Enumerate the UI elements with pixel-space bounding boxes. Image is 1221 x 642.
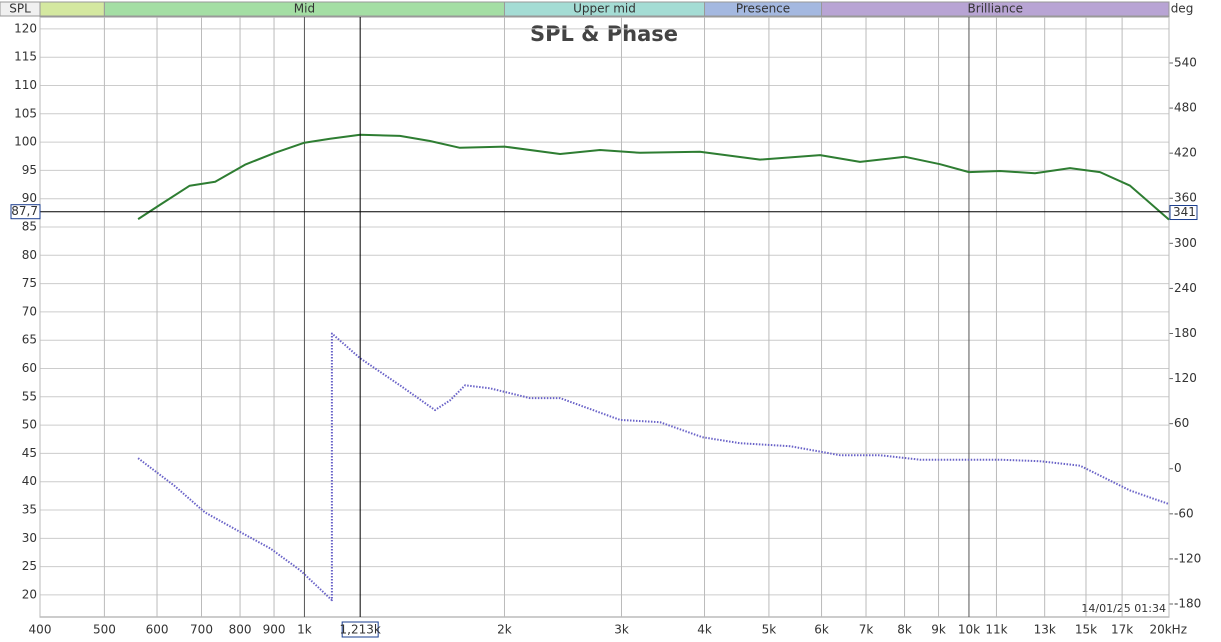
y-tick-label: 105 <box>14 106 37 120</box>
x-tick-label: 13k <box>1034 623 1056 637</box>
chart-title: SPL & Phase <box>530 22 678 46</box>
y2-tick-label: 120 <box>1174 371 1197 385</box>
x-tick-label: 10k <box>958 623 980 637</box>
cursor-y2-box <box>1169 205 1198 221</box>
y2-tick-label: 420 <box>1174 146 1197 160</box>
y-axis-label: SPL <box>9 2 31 16</box>
y-tick-label: 35 <box>22 503 37 517</box>
y-tick-label: 90 <box>22 191 37 205</box>
x-tick-label: 2k <box>497 623 512 637</box>
x-tick-label: 600 <box>146 623 169 637</box>
x-tick-label: 5k <box>762 623 777 637</box>
y-tick-label: 120 <box>14 21 37 35</box>
timestamp: 14/01/25 01:34 <box>1081 602 1166 615</box>
x-tick-label: 11k <box>985 623 1007 637</box>
y2-tick-label: 360 <box>1174 191 1197 205</box>
y-tick-label: 75 <box>22 276 37 290</box>
y-tick-label: 25 <box>22 559 37 573</box>
cursor-y-label: 87,7 <box>11 204 38 218</box>
x-tick-label: 15k <box>1075 623 1097 637</box>
x-tick-label: 400 <box>29 623 52 637</box>
x-tick-label: 20kHz <box>1149 623 1187 637</box>
y2-tick-label: 540 <box>1174 55 1197 69</box>
y2-tick-label: -60 <box>1174 506 1194 520</box>
x-tick-label: 8k <box>897 623 912 637</box>
x-tick-label: 6k <box>814 623 829 637</box>
series-line <box>137 332 1170 602</box>
y2-tick-label: 60 <box>1174 416 1189 430</box>
x-tick-label: 4k <box>697 623 712 637</box>
cursor-x-box <box>341 621 379 638</box>
y-tick-label: 55 <box>22 389 37 403</box>
y-tick-label: 50 <box>22 418 37 432</box>
y-tick-label: 80 <box>22 248 37 262</box>
x-tick-label: 3k <box>614 623 629 637</box>
series-line <box>137 133 1170 221</box>
y2-axis-label: deg <box>1171 2 1194 16</box>
band-label: Mid <box>294 2 315 16</box>
x-tick-label: 800 <box>229 623 252 637</box>
band <box>39 1 105 17</box>
x-tick-label: 17k <box>1111 623 1133 637</box>
cursor-y-box <box>10 204 41 220</box>
y-tick-label: 45 <box>22 446 37 460</box>
y-tick-label: 70 <box>22 304 37 318</box>
x-tick-label: 700 <box>190 623 213 637</box>
band-label: Presence <box>736 2 790 16</box>
x-tick-label: 7k <box>859 623 874 637</box>
y2-tick-label: 300 <box>1174 236 1197 250</box>
y2-tick-label: 180 <box>1174 326 1197 340</box>
y-tick-label: 95 <box>22 163 37 177</box>
x-tick-label: 900 <box>263 623 286 637</box>
y2-tick-label: 480 <box>1174 101 1197 115</box>
y-tick-label: 65 <box>22 333 37 347</box>
y2-tick-label: -180 <box>1174 597 1201 611</box>
y-tick-label: 60 <box>22 361 37 375</box>
y-tick-label: 20 <box>22 587 37 601</box>
cursor-x-label: 1,213k <box>340 623 381 637</box>
y-tick-label: 40 <box>22 474 37 488</box>
y2-tick-label: -120 <box>1174 551 1201 565</box>
y-tick-label: 100 <box>14 135 37 149</box>
x-tick-label: 500 <box>93 623 116 637</box>
y-tick-label: 85 <box>22 220 37 234</box>
band <box>821 1 1170 17</box>
band-label: Upper mid <box>573 2 636 16</box>
y2-tick-label: 240 <box>1174 281 1197 295</box>
x-tick-label: 9k <box>931 623 946 637</box>
band-label: Brilliance <box>968 2 1023 16</box>
cursor-y2-label: 341 <box>1173 205 1196 219</box>
y2-tick-label: 0 <box>1174 461 1182 475</box>
y-tick-label: 115 <box>14 50 37 64</box>
y-tick-label: 30 <box>22 531 37 545</box>
y-tick-label: 110 <box>14 78 37 92</box>
x-tick-label: 1k <box>297 623 312 637</box>
